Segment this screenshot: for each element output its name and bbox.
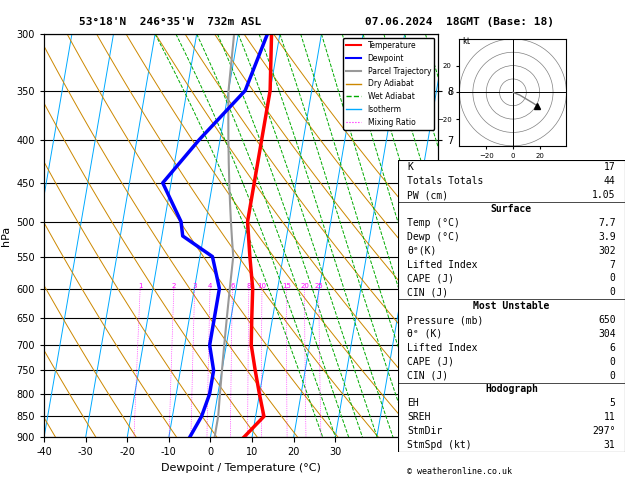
Text: Lifted Index: Lifted Index [407, 343, 477, 353]
Y-axis label: km
ASL: km ASL [469, 236, 487, 257]
Text: CAPE (J): CAPE (J) [407, 274, 454, 283]
Text: Surface: Surface [491, 204, 532, 214]
Text: θᵉ (K): θᵉ (K) [407, 329, 442, 339]
Text: 07.06.2024  18GMT (Base: 18): 07.06.2024 18GMT (Base: 18) [365, 17, 554, 27]
Text: 0: 0 [610, 357, 616, 367]
Text: CAPE (J): CAPE (J) [407, 357, 454, 367]
Text: θᵉ(K): θᵉ(K) [407, 245, 437, 256]
Text: Temp (°C): Temp (°C) [407, 218, 460, 228]
Text: CIN (J): CIN (J) [407, 371, 448, 381]
Text: 8: 8 [247, 282, 251, 289]
Text: 7.7: 7.7 [598, 218, 616, 228]
Text: 6: 6 [610, 343, 616, 353]
Text: Totals Totals: Totals Totals [407, 176, 484, 186]
Text: 1: 1 [138, 282, 142, 289]
Text: Hodograph: Hodograph [485, 384, 538, 395]
Text: 20: 20 [300, 282, 309, 289]
Text: 31: 31 [604, 440, 616, 450]
Legend: Temperature, Dewpoint, Parcel Trajectory, Dry Adiabat, Wet Adiabat, Isotherm, Mi: Temperature, Dewpoint, Parcel Trajectory… [343, 38, 434, 130]
Text: SREH: SREH [407, 412, 431, 422]
Text: 3: 3 [192, 282, 197, 289]
Text: 17: 17 [604, 162, 616, 173]
Text: 10: 10 [257, 282, 267, 289]
Text: K: K [407, 162, 413, 173]
Text: Dewp (°C): Dewp (°C) [407, 232, 460, 242]
Text: LCL: LCL [438, 431, 453, 440]
Text: 11: 11 [604, 412, 616, 422]
Text: 304: 304 [598, 329, 616, 339]
Text: StmSpd (kt): StmSpd (kt) [407, 440, 472, 450]
Text: Mixing Ratio (g/kg): Mixing Ratio (g/kg) [489, 190, 499, 282]
Text: CIN (J): CIN (J) [407, 287, 448, 297]
Text: Most Unstable: Most Unstable [473, 301, 550, 311]
Text: © weatheronline.co.uk: © weatheronline.co.uk [407, 467, 511, 476]
Text: 44: 44 [604, 176, 616, 186]
Text: 297°: 297° [592, 426, 616, 436]
Text: 53°18'N  246°35'W  732m ASL: 53°18'N 246°35'W 732m ASL [79, 17, 261, 27]
Text: PW (cm): PW (cm) [407, 190, 448, 200]
Text: 2: 2 [172, 282, 176, 289]
Text: 0: 0 [610, 287, 616, 297]
Text: 302: 302 [598, 245, 616, 256]
Text: 650: 650 [598, 315, 616, 325]
Text: 6: 6 [230, 282, 235, 289]
Text: 7: 7 [610, 260, 616, 270]
Text: 3.9: 3.9 [598, 232, 616, 242]
Text: 5: 5 [610, 399, 616, 408]
Text: 1.05: 1.05 [592, 190, 616, 200]
X-axis label: Dewpoint / Temperature (°C): Dewpoint / Temperature (°C) [161, 463, 321, 473]
Text: 0: 0 [610, 274, 616, 283]
Text: StmDir: StmDir [407, 426, 442, 436]
Text: EH: EH [407, 399, 419, 408]
Text: kt: kt [462, 37, 470, 46]
Text: 25: 25 [314, 282, 323, 289]
Text: 0: 0 [610, 371, 616, 381]
Text: 4: 4 [208, 282, 212, 289]
Text: Lifted Index: Lifted Index [407, 260, 477, 270]
Text: Pressure (mb): Pressure (mb) [407, 315, 484, 325]
Text: 15: 15 [282, 282, 291, 289]
Y-axis label: hPa: hPa [1, 226, 11, 246]
